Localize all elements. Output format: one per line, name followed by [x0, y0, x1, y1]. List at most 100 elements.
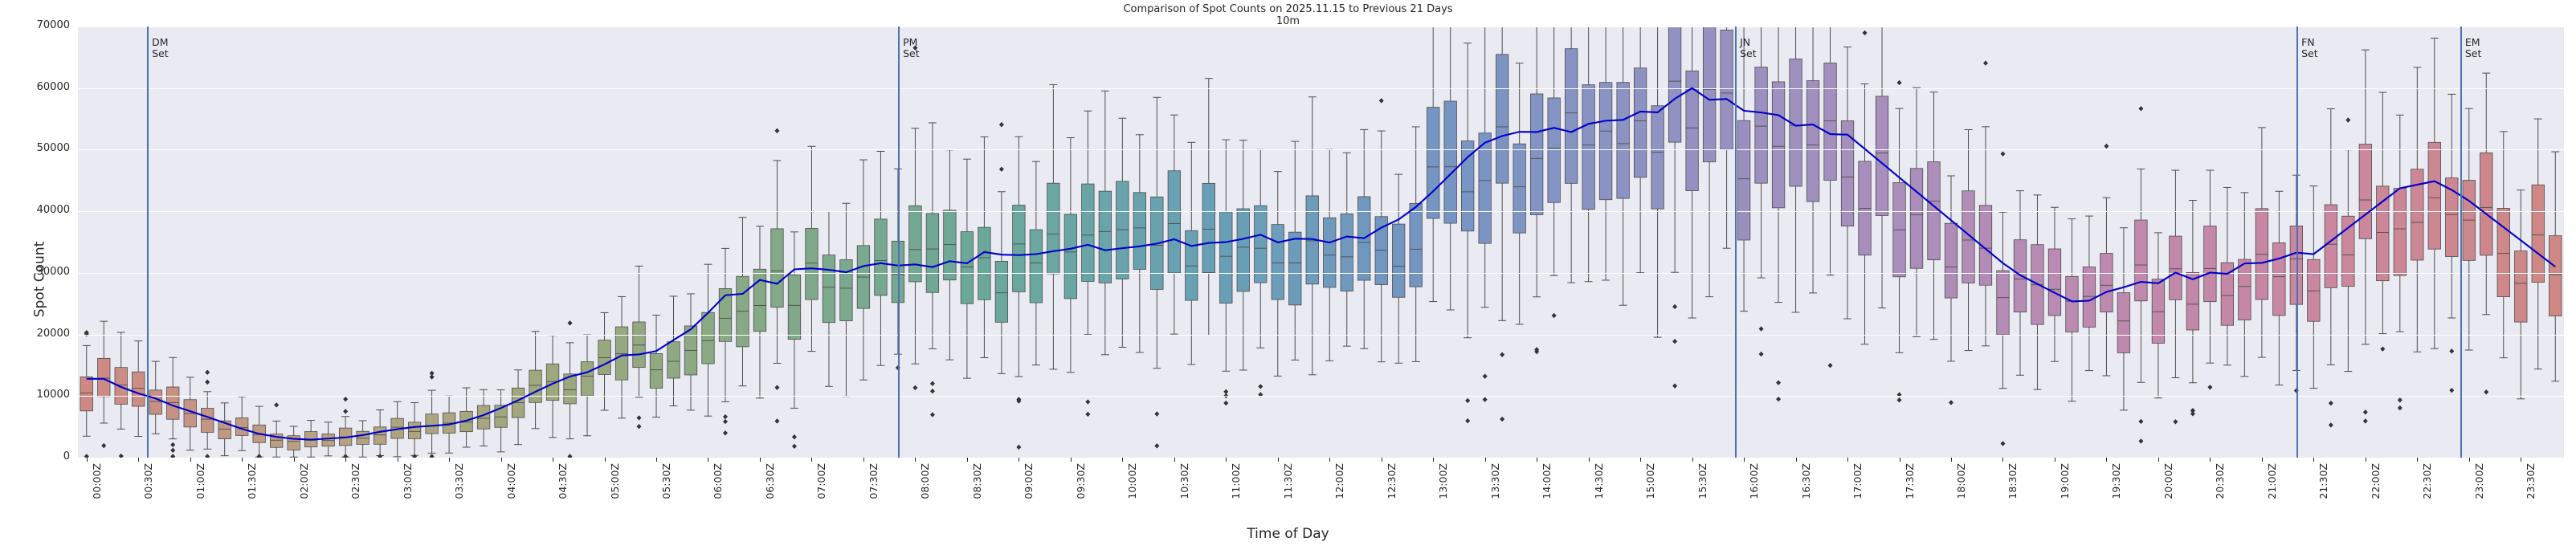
x-tick-mark: [1329, 458, 1331, 462]
x-tick-label: 10:30Z: [1178, 463, 1190, 499]
boxplot-box: [1288, 141, 1302, 360]
x-tick-mark: [2158, 458, 2159, 462]
boxplot-box: [822, 210, 836, 387]
boxplot-box: [1323, 149, 1337, 361]
boxplot-box: [1029, 161, 1043, 366]
boxplot-box: [529, 331, 542, 430]
boxplot-box: [80, 330, 93, 458]
boxplot-box: [1271, 171, 1284, 377]
x-tick-label: 01:30Z: [246, 463, 259, 499]
boxplot-box: [2065, 218, 2079, 402]
x-tick-label: 14:30Z: [1592, 463, 1605, 499]
x-tick-mark: [2261, 458, 2263, 462]
boxplot-box: [2549, 151, 2562, 382]
x-tick-label: 18:00Z: [1954, 463, 1967, 499]
x-tick-label: 14:00Z: [1541, 463, 1553, 499]
boxplot-box: [1443, 26, 1457, 311]
boxplot-series: [80, 26, 2562, 458]
boxplot-box: [1374, 98, 1388, 363]
boxplot-box: [132, 340, 145, 438]
boxplot-box: [2289, 174, 2303, 393]
x-tick-mark: [1847, 458, 1849, 462]
x-tick-label: 08:00Z: [919, 463, 932, 499]
line-series-today: [86, 87, 2556, 441]
gridline-y: [78, 211, 2564, 213]
boxplot-box: [856, 159, 871, 381]
x-tick-label: 13:30Z: [1488, 463, 1501, 499]
y-tick-label: 60000: [36, 80, 70, 93]
boxplot-box: [2307, 185, 2321, 389]
boxplot-box: [1513, 63, 1526, 325]
x-tick-label: 10:00Z: [1126, 463, 1139, 499]
x-tick-label: 00:00Z: [90, 463, 103, 499]
x-tick-mark: [811, 458, 813, 462]
x-tick-mark: [1174, 458, 1175, 462]
boxplot-box: [839, 202, 853, 397]
boxplot-box: [2272, 190, 2286, 386]
x-tick-label: 20:30Z: [2214, 463, 2227, 499]
boxplot-box: [2376, 92, 2390, 352]
boxplot-box: [2411, 67, 2424, 352]
boxplot-box: [908, 45, 922, 391]
x-tick-label: 02:30Z: [349, 463, 362, 499]
boxplot-box: [684, 293, 698, 411]
boxplot-box: [2393, 114, 2407, 411]
x-tick-mark: [1484, 458, 1486, 462]
annotation-label-jn: JN Set: [1740, 36, 1757, 59]
x-tick-label: 17:00Z: [1851, 463, 1864, 499]
boxplot-box: [1167, 114, 1181, 335]
boxplot-box: [1478, 26, 1492, 402]
x-tick-label: 11:00Z: [1230, 463, 1243, 499]
boxplot-box: [2220, 186, 2235, 366]
x-tick-label: 17:30Z: [1903, 463, 1916, 499]
x-tick-label: 08:30Z: [970, 463, 983, 499]
x-tick-mark: [242, 458, 243, 462]
y-tick-label: 40000: [36, 204, 70, 217]
x-tick-label: 01:00Z: [194, 463, 206, 499]
x-tick-label: 23:30Z: [2525, 463, 2537, 499]
boxplot-box: [1754, 26, 1768, 357]
gridline-y: [78, 272, 2564, 274]
x-tick-label: 15:00Z: [1644, 463, 1657, 499]
boxplot-box: [770, 128, 784, 424]
boxplot-box: [511, 369, 525, 446]
annotation-line-em: [2460, 26, 2462, 458]
boxplot-box: [994, 122, 1009, 374]
y-tick-label: 70000: [36, 19, 70, 31]
x-tick-mark: [1433, 458, 1435, 462]
x-tick-mark: [1950, 458, 1952, 462]
boxplot-box: [2480, 72, 2493, 395]
boxplot-box: [1530, 26, 1544, 355]
boxplot-box: [1392, 173, 1406, 364]
x-tick-mark: [345, 458, 347, 462]
boxplot-box: [2445, 93, 2459, 393]
boxplot-box: [459, 387, 473, 448]
boxplot-box: [1720, 26, 1733, 249]
boxplot-box: [2427, 37, 2441, 349]
x-tick-label: 04:30Z: [557, 463, 569, 499]
x-tick-label: 11:30Z: [1281, 463, 1294, 499]
x-tick-mark: [2106, 458, 2108, 462]
x-tick-mark: [1640, 458, 1642, 462]
boxplot-box: [960, 158, 974, 379]
boxplot-box: [614, 295, 629, 419]
boxplot-box: [1098, 90, 1112, 356]
x-tick-mark: [2002, 458, 2004, 462]
x-tick-label: 06:30Z: [763, 463, 776, 499]
boxplot-box: [1944, 175, 1958, 405]
x-tick-label: 06:00Z: [712, 463, 725, 499]
boxplot-box: [1823, 26, 1837, 369]
boxplot-box: [1685, 26, 1699, 319]
today-line: [86, 87, 2556, 441]
boxplot-box: [2462, 108, 2476, 351]
boxplot-box: [667, 295, 680, 407]
x-tick-label: 18:30Z: [2007, 463, 2019, 499]
x-tick-label: 03:30Z: [453, 463, 466, 499]
x-tick-label: 12:30Z: [1385, 463, 1398, 499]
x-tick-label: 05:30Z: [660, 463, 673, 499]
x-tick-mark: [449, 458, 451, 462]
boxplot-box: [701, 263, 715, 417]
plot-area: DM Set PM Set JN Set FN Set EM Set: [78, 26, 2564, 458]
y-tick-label: 0: [63, 450, 70, 462]
